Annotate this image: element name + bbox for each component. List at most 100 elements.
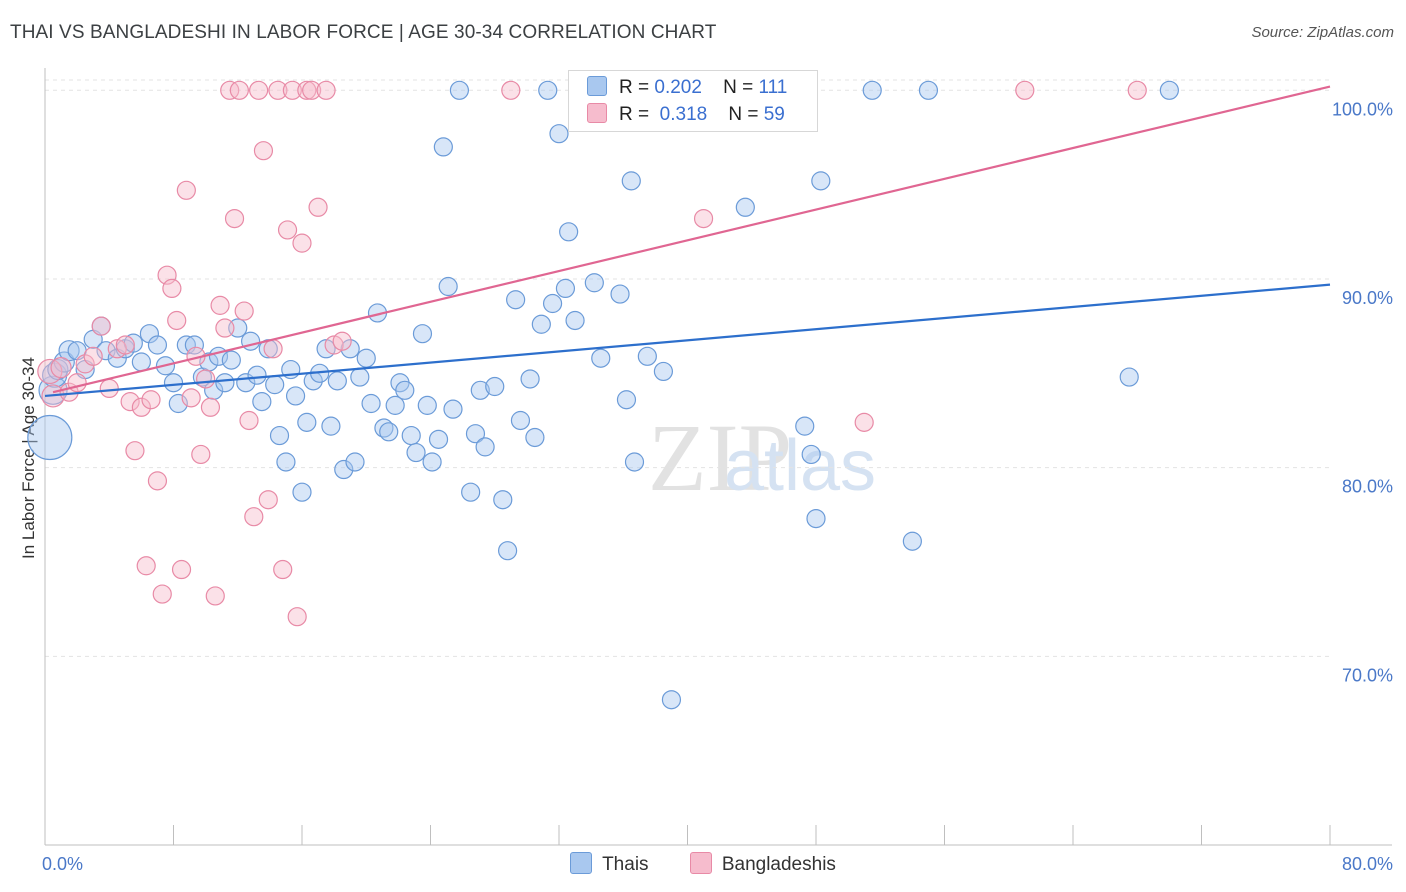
thais-point	[350, 367, 370, 387]
thais-point	[1159, 80, 1179, 100]
thais-point	[610, 284, 630, 304]
thais-point	[131, 352, 151, 372]
thais-point	[379, 422, 399, 442]
bangladeshis-point	[125, 441, 145, 461]
thais-point	[591, 348, 611, 368]
thais-point	[653, 361, 674, 382]
bangladeshis-point	[196, 369, 216, 389]
thais-point	[340, 339, 360, 359]
thais-point	[806, 508, 826, 529]
thais-point	[285, 386, 306, 406]
thais-point	[862, 80, 882, 100]
thais-point	[918, 80, 939, 100]
thais-point	[58, 340, 80, 362]
thais-point	[542, 293, 563, 314]
bangladeshis-point	[210, 295, 230, 315]
bangladeshis-point	[292, 233, 312, 253]
correlation-legend: R = 0.202 N = 111 R = 0.318 N = 59	[568, 70, 818, 132]
bangladeshis-point	[181, 388, 201, 408]
thais-point	[795, 416, 815, 436]
thais-point	[525, 427, 545, 448]
bangladeshis-point	[50, 357, 72, 379]
bangladeshis-point	[115, 335, 135, 355]
bangladeshis-point	[215, 318, 235, 338]
thais-point	[624, 452, 645, 472]
bangladeshis-point	[1015, 80, 1035, 100]
bangladeshis-point	[249, 80, 269, 100]
thais-point	[345, 452, 365, 472]
thais-point	[661, 690, 682, 710]
series-legend: Thais Bangladeshis	[0, 852, 1406, 876]
thais-point	[449, 80, 470, 100]
bangladeshis-point	[176, 180, 196, 200]
bangladeshis-point	[501, 80, 521, 100]
thais-point	[412, 324, 433, 344]
thais-point	[493, 490, 513, 510]
bangladeshis-trend-line	[52, 85, 1331, 394]
n-label: N =	[728, 104, 759, 125]
thais-point	[139, 324, 160, 344]
thais-point	[801, 444, 821, 465]
thais-point	[470, 380, 490, 400]
thais-point	[637, 346, 657, 366]
thais-point	[321, 416, 341, 436]
legend-swatch-thais	[587, 76, 607, 96]
legend-item-bangladeshis[interactable]: Bangladeshis	[689, 852, 836, 876]
thais-point	[292, 482, 312, 502]
bangladeshis-point	[253, 141, 274, 161]
thais-point	[475, 437, 495, 457]
bangladeshis-point	[120, 392, 140, 412]
bangladeshis-point	[693, 209, 714, 229]
thais-point	[549, 124, 569, 144]
thais-point	[385, 395, 405, 415]
thais-point	[221, 350, 241, 370]
thais-point	[147, 335, 168, 355]
thais-point	[401, 425, 421, 446]
thais-point	[327, 371, 347, 391]
bangladeshis-point	[152, 584, 172, 604]
bangladeshis-point	[200, 397, 221, 417]
thais-point	[27, 414, 73, 461]
watermark-atlas: atlas	[724, 426, 876, 506]
bangladeshis-point	[1127, 80, 1147, 100]
n-label: N =	[723, 77, 754, 98]
thais-point	[438, 276, 458, 297]
thais-point	[520, 369, 540, 389]
bangladeshis-point	[854, 412, 874, 432]
bangladeshis-point	[147, 471, 168, 491]
thais-point	[428, 429, 449, 449]
grid-lines	[45, 79, 1330, 657]
bangladeshis-point	[191, 444, 211, 465]
thais-point	[531, 314, 551, 334]
bangladeshis-point	[99, 378, 119, 399]
r-value-bangladeshis: 0.318	[659, 104, 708, 125]
thais-point	[269, 425, 290, 446]
bangladeshis-point	[282, 80, 302, 100]
thais-point	[241, 331, 261, 351]
bangladeshis-point	[297, 80, 317, 100]
thais-point	[902, 531, 922, 551]
thais-trend-line	[44, 283, 1331, 398]
bangladeshis-point	[136, 556, 156, 576]
legend-row-bangladeshis: R = 0.318 N = 59	[587, 103, 785, 127]
thais-point	[53, 351, 75, 373]
thais-point	[1119, 367, 1139, 387]
bangladeshis-point	[162, 278, 182, 299]
thais-point	[538, 80, 558, 100]
bangladeshis-point	[234, 301, 254, 321]
r-value-thais: 0.202	[654, 77, 702, 98]
legend-item-thais[interactable]: Thais	[570, 852, 649, 876]
bangladeshis-point	[83, 346, 103, 366]
thais-point	[465, 424, 486, 444]
thais-point	[422, 452, 442, 472]
thais-point	[276, 452, 296, 472]
thais-point	[356, 348, 376, 368]
bangladeshis-point	[268, 80, 288, 100]
thais-point	[485, 376, 505, 397]
legend-swatch-thais	[570, 852, 593, 874]
bangladeshis-point	[263, 339, 283, 359]
legend-row-thais: R = 0.202 N = 111	[587, 76, 787, 100]
legend-label-bangladeshis: Bangladeshis	[721, 854, 836, 875]
bangladeshis-point	[273, 559, 293, 580]
thais-point	[555, 278, 576, 299]
